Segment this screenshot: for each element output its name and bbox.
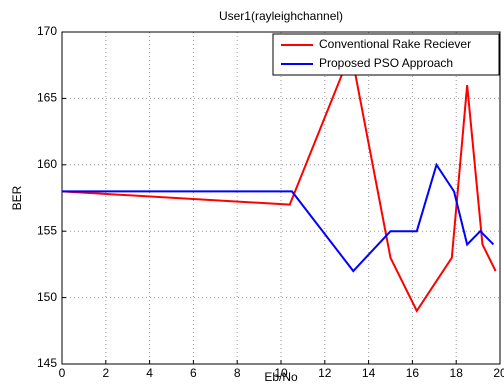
y-tick-label: 160 — [37, 157, 57, 171]
data-line — [62, 162, 495, 273]
x-tick-label: 10 — [274, 366, 288, 380]
x-tick-label: 16 — [406, 366, 420, 380]
y-axis-label: BER — [10, 185, 24, 210]
data-line — [61, 48, 497, 313]
legend-box — [272, 33, 500, 76]
x-tick-label: 4 — [146, 366, 153, 380]
x-tick-label: 20 — [493, 366, 504, 380]
y-tick-label: 150 — [37, 290, 57, 304]
x-axis-label: Eb/No — [264, 370, 298, 384]
x-tick-label: 2 — [102, 366, 109, 380]
x-tick-label: 12 — [318, 366, 332, 380]
x-tick-label: 18 — [450, 366, 464, 380]
y-tick-label: 165 — [37, 91, 57, 105]
x-tick-label: 0 — [59, 366, 66, 380]
plot-frame — [61, 31, 501, 365]
x-tick-label: 6 — [190, 366, 197, 380]
legend-label: Proposed PSO Approach — [319, 56, 453, 70]
y-tick-label: 155 — [37, 223, 57, 237]
legend-label: Conventional Rake Reciever — [319, 37, 471, 51]
chart-title: User1(rayleighchannel) — [219, 9, 343, 23]
y-tick-label: 170 — [37, 24, 57, 38]
y-tick-label: 145 — [37, 356, 57, 370]
x-tick-label: 14 — [362, 366, 376, 380]
x-tick-label: 8 — [234, 366, 241, 380]
